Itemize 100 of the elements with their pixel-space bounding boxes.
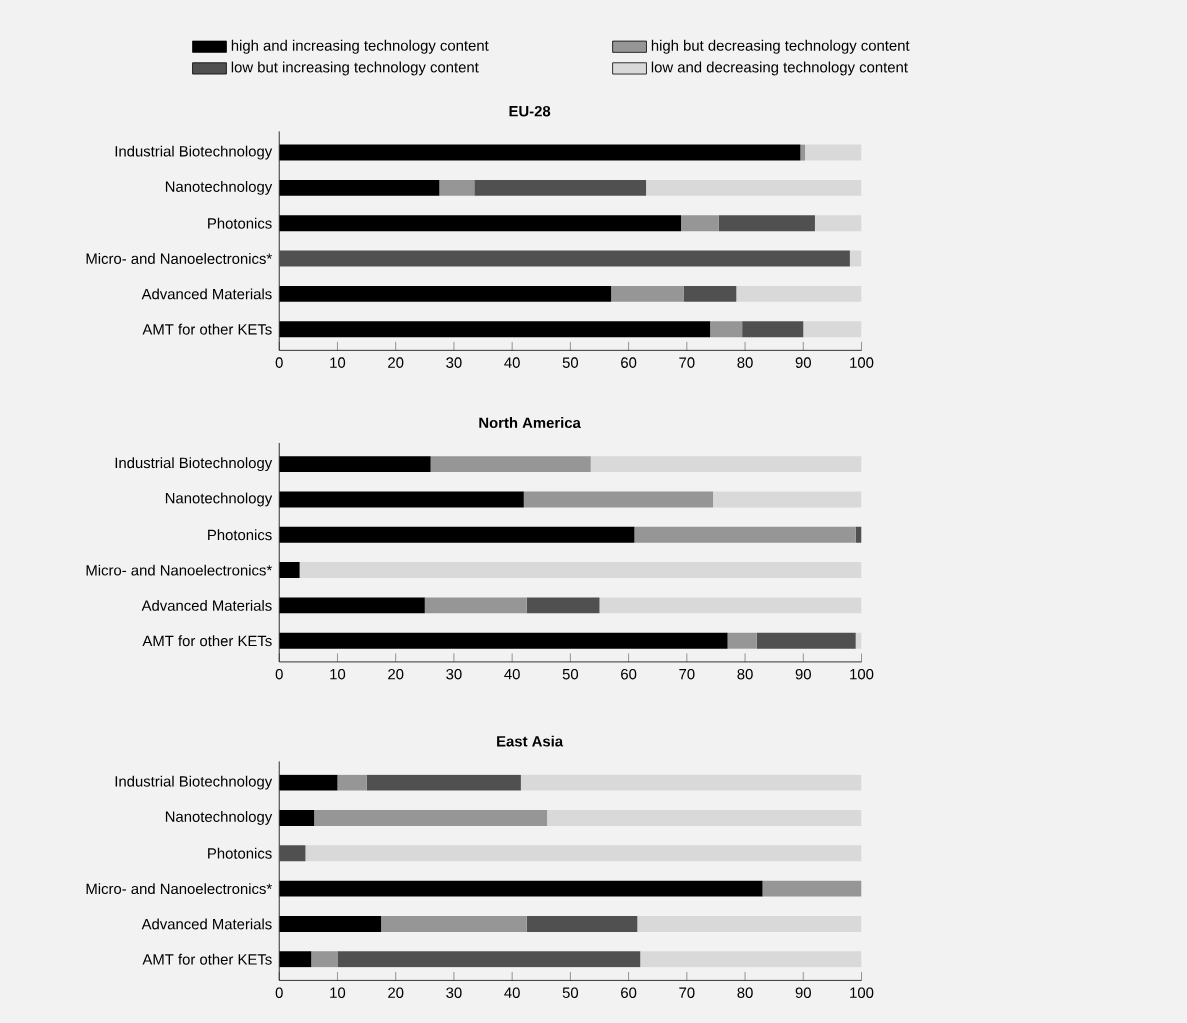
y-tick-label: Industrial Biotechnology <box>115 775 273 790</box>
bar <box>381 915 527 932</box>
y-tick-label: Advanced Materials <box>141 288 272 300</box>
bar <box>279 250 850 267</box>
y-tick-label: Advanced Materials <box>141 599 272 611</box>
bar <box>279 321 711 338</box>
x-tick-label: 90 <box>795 357 811 368</box>
x-tick-label: 100 <box>850 668 874 680</box>
y-tick-label: Nanotechnology <box>165 492 273 507</box>
x-tick-label: 10 <box>330 668 346 680</box>
x-tick-label: 100 <box>850 357 874 368</box>
x-tick-label: 40 <box>504 357 520 368</box>
bar <box>547 809 862 826</box>
bar <box>279 144 801 161</box>
bar <box>305 845 862 862</box>
x-tick-label: 50 <box>562 668 579 680</box>
bar <box>523 491 714 508</box>
x-tick-label: 40 <box>504 668 520 680</box>
y-tick-label: Industrial Biotechnology <box>115 145 273 160</box>
legend-label: low and decreasing technology content <box>651 61 908 76</box>
bar <box>279 456 431 472</box>
bar <box>279 179 440 196</box>
x-tick-label: 30 <box>446 357 462 368</box>
bar <box>279 562 300 578</box>
bar <box>756 632 856 649</box>
chart-title: EU-28 <box>509 105 551 117</box>
bar <box>713 491 862 508</box>
bar <box>279 215 682 232</box>
x-tick-label: 70 <box>679 668 695 680</box>
x-tick-label: 0 <box>275 668 283 680</box>
y-tick-label: Micro- and Nanoelectronics* <box>86 883 272 894</box>
bar <box>279 915 382 932</box>
y-tick-label: Photonics <box>208 847 272 859</box>
x-tick-label: 10 <box>330 357 346 368</box>
bar <box>279 774 338 791</box>
bar <box>279 285 612 302</box>
y-tick-label: Photonics <box>208 217 272 229</box>
bar <box>430 456 591 472</box>
bar <box>736 285 862 302</box>
bar <box>337 951 641 968</box>
x-tick-label: 80 <box>737 668 753 680</box>
bar <box>762 880 862 897</box>
bar <box>526 597 600 614</box>
bar <box>718 215 815 232</box>
bar <box>279 632 728 649</box>
chart-title: North America <box>479 417 581 428</box>
x-tick-label: 90 <box>795 668 811 680</box>
x-tick-label: 10 <box>330 987 346 998</box>
bar <box>611 285 684 302</box>
x-tick-label: 100 <box>850 987 874 998</box>
bar <box>526 915 638 932</box>
y-tick-label: Nanotechnology <box>165 810 273 825</box>
x-tick-label: 0 <box>275 357 283 368</box>
legend-label: high and increasing technology content <box>231 39 489 54</box>
bar <box>805 144 862 161</box>
bar <box>279 526 635 543</box>
x-tick-label: 90 <box>795 987 811 998</box>
y-tick-label: Micro- and Nanoelectronics* <box>86 252 272 264</box>
x-tick-label: 70 <box>679 987 695 998</box>
bar <box>814 215 862 232</box>
bar <box>683 285 737 302</box>
x-tick-label: 30 <box>446 668 462 680</box>
x-tick-label: 40 <box>504 987 520 998</box>
bar <box>640 951 862 968</box>
x-tick-label: 20 <box>388 668 404 680</box>
bar <box>299 562 862 578</box>
x-tick-label: 60 <box>621 668 637 680</box>
bar <box>311 951 338 968</box>
x-tick-label: 50 <box>562 357 579 368</box>
bar <box>279 951 312 968</box>
bar <box>800 144 806 161</box>
x-tick-label: 30 <box>446 987 462 998</box>
bar <box>634 526 856 543</box>
bar <box>520 774 862 791</box>
bar <box>637 915 862 932</box>
y-tick-label: Photonics <box>208 529 272 541</box>
y-tick-label: AMT for other KETs <box>142 323 272 335</box>
bar <box>314 809 548 826</box>
bar <box>727 632 757 649</box>
x-tick-label: 70 <box>679 357 695 368</box>
bar <box>599 597 862 614</box>
y-tick-label: Industrial Biotechnology <box>115 457 273 471</box>
y-tick-label: Advanced Materials <box>141 918 272 930</box>
bar <box>279 809 315 826</box>
bar <box>646 179 862 196</box>
bar <box>474 179 647 196</box>
bar <box>439 179 475 196</box>
bar <box>337 774 367 791</box>
bar <box>279 597 425 614</box>
bar <box>279 880 763 897</box>
y-tick-label: Micro- and Nanoelectronics* <box>86 564 272 576</box>
x-tick-label: 20 <box>388 987 404 998</box>
chart-title: East Asia <box>497 735 564 747</box>
bar <box>710 321 743 338</box>
bar <box>366 774 521 791</box>
x-tick-label: 20 <box>388 357 404 368</box>
x-tick-label: 0 <box>275 987 283 998</box>
bar <box>681 215 719 232</box>
y-tick-label: AMT for other KETs <box>142 953 272 965</box>
bar <box>803 321 862 338</box>
